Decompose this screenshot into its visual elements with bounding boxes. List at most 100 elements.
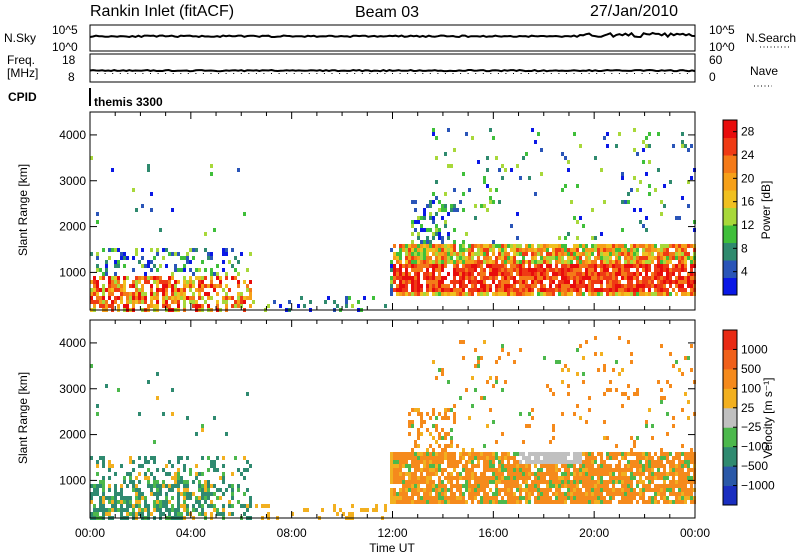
- echo-cell: [432, 500, 435, 504]
- echo-cell: [144, 276, 147, 280]
- echo-cell: [477, 464, 480, 468]
- echo-cell: [543, 244, 546, 248]
- echo-cell: [96, 280, 99, 284]
- echo-cell: [480, 456, 483, 460]
- echo-cell: [600, 352, 603, 356]
- echo-cell: [642, 264, 645, 268]
- echo-cell: [153, 264, 156, 268]
- echo-cell: [621, 496, 624, 500]
- echo-cell: [462, 500, 465, 504]
- echo-cell: [510, 248, 513, 252]
- echo-cell: [630, 252, 633, 256]
- echo-cell: [420, 424, 423, 428]
- echo-cell: [117, 492, 120, 496]
- echo-cell: [543, 496, 546, 500]
- echo-cell: [654, 496, 657, 500]
- echo-cell: [585, 340, 588, 344]
- echo-cell: [678, 480, 681, 484]
- echo-cell: [447, 416, 450, 420]
- echo-cell: [654, 264, 657, 268]
- echo-cell: [555, 276, 558, 280]
- echo-cell: [219, 476, 222, 480]
- echo-cell: [468, 484, 471, 488]
- echo-cell: [426, 204, 429, 208]
- echo-cell: [195, 288, 198, 292]
- echo-cell: [474, 204, 477, 208]
- echo-cell: [690, 280, 693, 284]
- echo-cell: [171, 488, 174, 492]
- echo-cell: [504, 264, 507, 268]
- echo-cell: [633, 492, 636, 496]
- echo-cell: [501, 488, 504, 492]
- echo-cell: [630, 188, 633, 192]
- echo-cell: [141, 292, 144, 296]
- echo-cell: [498, 272, 501, 276]
- echo-cell: [435, 284, 438, 288]
- echo-cell: [657, 292, 660, 296]
- echo-cell: [570, 480, 573, 484]
- echo-cell: [510, 496, 513, 500]
- echo-cell: [669, 292, 672, 296]
- echo-cell: [537, 252, 540, 256]
- echo-cell: [429, 472, 432, 476]
- echo-cell: [453, 500, 456, 504]
- echo-cell: [447, 256, 450, 260]
- echo-cell: [645, 272, 648, 276]
- echo-cell: [558, 476, 561, 480]
- echo-cell: [552, 480, 555, 484]
- echo-cell: [447, 248, 450, 252]
- echo-cell: [507, 472, 510, 476]
- echo-cell: [138, 496, 141, 500]
- echo-cell: [459, 452, 462, 456]
- echo-cell: [447, 500, 450, 504]
- echo-cell: [519, 288, 522, 292]
- echo-cell: [651, 272, 654, 276]
- echo-cell: [504, 492, 507, 496]
- echo-cell: [483, 496, 486, 500]
- echo-cell: [480, 500, 483, 504]
- echo-cell: [654, 256, 657, 260]
- echo-cell: [141, 492, 144, 496]
- echo-cell: [480, 292, 483, 296]
- echo-cell: [432, 448, 435, 452]
- echo-cell: [144, 296, 147, 300]
- echo-cell: [636, 464, 639, 468]
- echo-cell: [144, 460, 147, 464]
- echo-cell: [408, 432, 411, 436]
- echo-cell: [561, 264, 564, 268]
- echo-cell: [207, 296, 210, 300]
- echo-cell: [585, 420, 588, 424]
- echo-cell: [483, 260, 486, 264]
- echo-cell: [396, 252, 399, 256]
- echo-cell: [510, 464, 513, 468]
- echo-cell: [648, 144, 651, 148]
- echo-cell: [633, 452, 636, 456]
- echo-cell: [438, 260, 441, 264]
- echo-cell: [471, 284, 474, 288]
- echo-cell: [522, 468, 525, 472]
- y-tick-label: 3000: [59, 382, 86, 396]
- echo-cell: [444, 252, 447, 256]
- y-tick-label: 1000: [59, 473, 86, 487]
- echo-cell: [390, 472, 393, 476]
- echo-cell: [564, 452, 567, 456]
- echo-cell: [480, 252, 483, 256]
- echo-cell: [471, 404, 474, 408]
- echo-cell: [648, 276, 651, 280]
- echo-cell: [144, 300, 147, 304]
- echo-cell: [558, 248, 561, 252]
- echo-cell: [222, 508, 225, 512]
- echo-cell: [240, 300, 243, 304]
- echo-cell: [627, 496, 630, 500]
- echo-cell: [576, 488, 579, 492]
- echo-cell: [606, 132, 609, 136]
- echo-cell: [612, 268, 615, 272]
- echo-cell: [201, 296, 204, 300]
- echo-cell: [573, 472, 576, 476]
- echo-cell: [408, 264, 411, 268]
- echo-cell: [150, 284, 153, 288]
- echo-cell: [486, 464, 489, 468]
- echo-cell: [159, 280, 162, 284]
- echo-cell: [633, 440, 636, 444]
- echo-cell: [480, 248, 483, 252]
